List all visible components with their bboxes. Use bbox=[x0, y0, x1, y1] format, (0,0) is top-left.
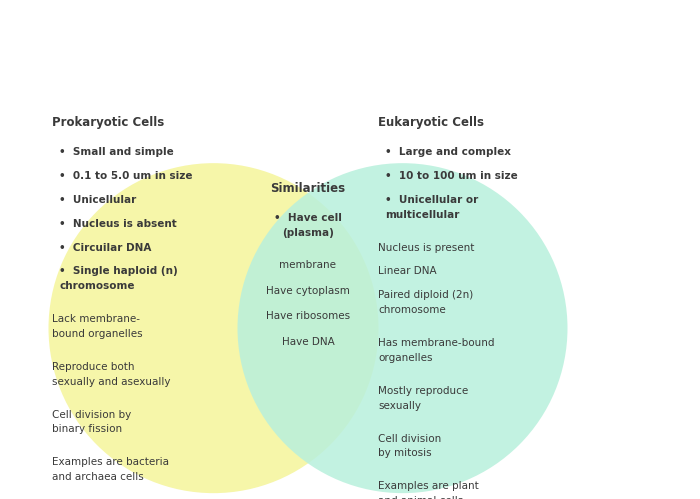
Text: •  Circuilar DNA: • Circuilar DNA bbox=[60, 243, 152, 252]
Text: Examples are bacteria
and archaea cells: Examples are bacteria and archaea cells bbox=[52, 458, 169, 482]
Text: •  Unicellular or
multicellular: • Unicellular or multicellular bbox=[385, 195, 478, 220]
Text: •  Unicellular: • Unicellular bbox=[60, 195, 136, 205]
Text: •  Large and complex: • Large and complex bbox=[385, 147, 511, 157]
Text: Reproduce both
sexually and asexually: Reproduce both sexually and asexually bbox=[52, 362, 171, 387]
Text: Linear DNA: Linear DNA bbox=[378, 266, 437, 276]
Text: Nucleus is present: Nucleus is present bbox=[378, 243, 475, 252]
Text: Examples are plant
and animal cells,
including humans: Examples are plant and animal cells, inc… bbox=[378, 482, 479, 499]
Text: •  10 to 100 um in size: • 10 to 100 um in size bbox=[385, 171, 518, 181]
Text: Have cytoplasm: Have cytoplasm bbox=[266, 286, 350, 296]
Ellipse shape bbox=[48, 163, 379, 493]
Text: Prokaryotic Cells: Prokaryotic Cells bbox=[52, 116, 164, 129]
Text: Prokaryotic and Eukaryotic Cells Venn Diagram: Prokaryotic and Eukaryotic Cells Venn Di… bbox=[0, 30, 700, 57]
Text: Have ribosomes: Have ribosomes bbox=[266, 311, 350, 321]
Text: Has membrane-bound
organelles: Has membrane-bound organelles bbox=[378, 338, 494, 363]
Text: •  Small and simple: • Small and simple bbox=[60, 147, 174, 157]
Text: •  Single haploid (n)
chromosome: • Single haploid (n) chromosome bbox=[60, 266, 178, 291]
Text: •  Have cell
(plasma): • Have cell (plasma) bbox=[274, 213, 342, 238]
Text: Eukaryotic Cells: Eukaryotic Cells bbox=[378, 116, 484, 129]
Text: Lack membrane-
bound organelles: Lack membrane- bound organelles bbox=[52, 314, 143, 339]
Text: Paired diploid (2n)
chromosome: Paired diploid (2n) chromosome bbox=[378, 290, 473, 315]
Text: Have DNA: Have DNA bbox=[281, 337, 335, 347]
Text: Similarities: Similarities bbox=[270, 182, 346, 195]
Text: •  Nucleus is absent: • Nucleus is absent bbox=[60, 219, 177, 229]
Text: •  0.1 to 5.0 um in size: • 0.1 to 5.0 um in size bbox=[60, 171, 193, 181]
Text: membrane: membrane bbox=[279, 260, 337, 270]
Text: Cell division by
binary fission: Cell division by binary fission bbox=[52, 410, 132, 435]
Text: Mostly reproduce
sexually: Mostly reproduce sexually bbox=[378, 386, 468, 411]
Text: Cell division
by mitosis: Cell division by mitosis bbox=[378, 434, 441, 459]
Ellipse shape bbox=[237, 163, 568, 493]
